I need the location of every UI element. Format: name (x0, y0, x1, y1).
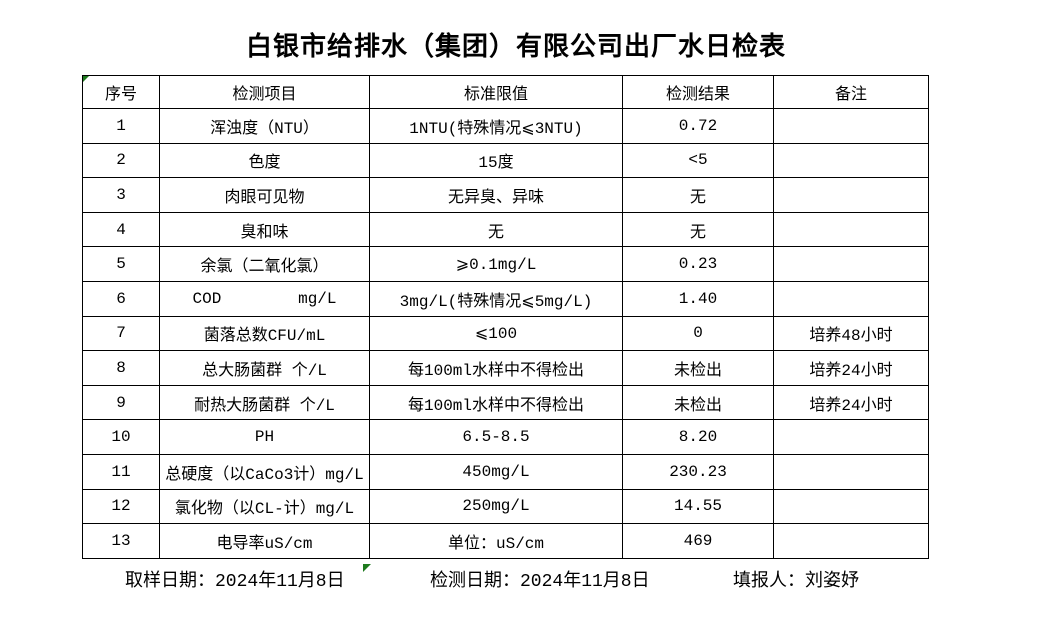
cell-no: 1 (82, 108, 160, 144)
cell-result: 0.72 (622, 108, 774, 144)
cell-limit: 15度 (369, 142, 623, 179)
cell-note (773, 280, 929, 317)
header-cell-result: 检测结果 (622, 75, 774, 109)
green-triangle-marker-icon (363, 564, 371, 572)
cell-limit: 每100ml水样中不得检出 (369, 350, 623, 386)
cell-item: COD mg/L (159, 280, 370, 317)
cell-no: 10 (82, 419, 160, 455)
cell-item: 浑浊度（NTU） (159, 108, 370, 144)
cell-limit: ⩾0.1mg/L (369, 246, 623, 282)
cell-note (773, 177, 929, 213)
cell-limit: 6.5-8.5 (369, 419, 623, 455)
table-row: 4 臭和味 无 无 (82, 211, 929, 248)
cell-no: 2 (82, 142, 160, 179)
cell-no: 3 (82, 177, 160, 213)
table-row: 10 PH 6.5-8.5 8.20 (82, 419, 929, 455)
cell-item: 电导率uS/cm (159, 523, 370, 559)
cell-note (773, 211, 929, 248)
cell-result: 0 (622, 315, 774, 352)
sampling-date-label: 取样日期：2024年11月8日 (125, 572, 345, 592)
cell-limit: 无 (369, 211, 623, 248)
cell-result: 8.20 (622, 419, 774, 455)
cell-result: 未检出 (622, 384, 774, 421)
cell-result: 14.55 (622, 488, 774, 525)
cell-no: 13 (82, 523, 160, 559)
table-row: 9 耐热大肠菌群 个/L 每100ml水样中不得检出 未检出 培养24小时 (82, 384, 929, 421)
header-cell-item: 检测项目 (159, 75, 370, 109)
cell-limit: ⩽100 (369, 315, 623, 352)
cell-no: 7 (82, 315, 160, 352)
cell-item: 总大肠菌群 个/L (159, 350, 370, 386)
cell-limit: 1NTU(特殊情况⩽3NTU) (369, 108, 623, 144)
table-row: 11 总硬度（以CaCo3计）mg/L 450mg/L 230.23 (82, 453, 929, 490)
cell-no: 4 (82, 211, 160, 248)
cell-limit: 单位：uS/cm (369, 523, 623, 559)
cell-note (773, 419, 929, 455)
reporter-label: 填报人：刘姿妤 (733, 572, 859, 592)
header-row: 序号 检测项目 标准限值 检测结果 备注 (82, 75, 929, 109)
cell-item: 总硬度（以CaCo3计）mg/L (159, 453, 370, 490)
page-title: 白银市给排水（集团）有限公司出厂水日检表 (245, 32, 786, 61)
cell-note (773, 453, 929, 490)
cell-item: 余氯（二氧化氯） (159, 246, 370, 282)
cell-result: 未检出 (622, 350, 774, 386)
cell-result: 1.40 (622, 280, 774, 317)
cell-note (773, 108, 929, 144)
cell-no: 12 (82, 488, 160, 525)
test-date-label: 检测日期：2024年11月8日 (430, 572, 650, 592)
table-row: 13 电导率uS/cm 单位：uS/cm 469 (82, 523, 929, 559)
cell-no: 11 (82, 453, 160, 490)
cell-item: 肉眼可见物 (159, 177, 370, 213)
table-row: 2 色度 15度 <5 (82, 142, 929, 179)
cell-no: 6 (82, 280, 160, 317)
cell-no: 5 (82, 246, 160, 282)
header-cell-limit: 标准限值 (369, 75, 623, 109)
cell-limit: 250mg/L (369, 488, 623, 525)
table-row: 5 余氯（二氧化氯） ⩾0.1mg/L 0.23 (82, 246, 929, 282)
cell-item: 氯化物（以CL-计）mg/L (159, 488, 370, 525)
cell-result: 469 (622, 523, 774, 559)
cell-result: 无 (622, 211, 774, 248)
cell-note (773, 246, 929, 282)
cell-note: 培养48小时 (773, 315, 929, 352)
table-row: 12 氯化物（以CL-计）mg/L 250mg/L 14.55 (82, 488, 929, 525)
cell-no: 8 (82, 350, 160, 386)
cell-result: 0.23 (622, 246, 774, 282)
cell-result: 无 (622, 177, 774, 213)
cell-limit: 3mg/L(特殊情况⩽5mg/L) (369, 280, 623, 317)
green-triangle-marker-icon (83, 76, 89, 82)
cell-note: 培养24小时 (773, 384, 929, 421)
cell-item: 菌落总数CFU/mL (159, 315, 370, 352)
cell-result: 230.23 (622, 453, 774, 490)
cell-item: 臭和味 (159, 211, 370, 248)
footer: 取样日期：2024年11月8日 检测日期：2024年11月8日 填报人：刘姿妤 (0, 570, 1042, 594)
cell-no: 9 (82, 384, 160, 421)
table-row: 3 肉眼可见物 无异臭、异味 无 (82, 177, 929, 213)
table-row: 8 总大肠菌群 个/L 每100ml水样中不得检出 未检出 培养24小时 (82, 350, 929, 386)
cell-note: 培养24小时 (773, 350, 929, 386)
cell-limit: 每100ml水样中不得检出 (369, 384, 623, 421)
cell-limit: 无异臭、异味 (369, 177, 623, 213)
cell-item: 色度 (159, 142, 370, 179)
cell-note (773, 142, 929, 179)
cell-result: <5 (622, 142, 774, 179)
table-row: 1 浑浊度（NTU） 1NTU(特殊情况⩽3NTU) 0.72 (82, 108, 929, 144)
header-cell-no: 序号 (82, 75, 160, 109)
table-row: 6 COD mg/L 3mg/L(特殊情况⩽5mg/L) 1.40 (82, 280, 929, 317)
table-row: 7 菌落总数CFU/mL ⩽100 0 培养48小时 (82, 315, 929, 352)
header-cell-note: 备注 (773, 75, 929, 109)
cell-item: 耐热大肠菌群 个/L (159, 384, 370, 421)
water-quality-table: 序号 检测项目 标准限值 检测结果 备注 1 浑浊度（NTU） 1NTU(特殊情… (82, 75, 929, 559)
cell-note (773, 488, 929, 525)
cell-item: PH (159, 419, 370, 455)
cell-note (773, 523, 929, 559)
cell-limit: 450mg/L (369, 453, 623, 490)
